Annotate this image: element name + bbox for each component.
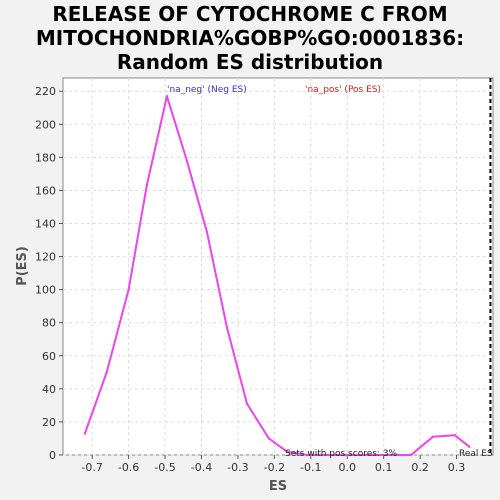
x-tick-label: 0.2 [411, 461, 429, 474]
y-tick-label: 200 [35, 118, 56, 131]
y-tick-label: 100 [35, 284, 56, 297]
x-tick-label: -0.7 [81, 461, 102, 474]
legend-pos: 'na_pos' (Pos ES) [305, 85, 381, 95]
data-point [105, 371, 108, 374]
chart-title-line-3: Random ES distribution [116, 50, 384, 74]
x-tick-label: -0.1 [300, 461, 321, 474]
data-point [382, 453, 385, 457]
x-tick-label: 0.3 [448, 461, 466, 474]
y-tick-label: 180 [35, 151, 56, 164]
x-tick-label: -0.6 [118, 461, 139, 474]
data-point [285, 450, 289, 453]
data-point [305, 453, 309, 457]
data-point [346, 453, 349, 457]
y-tick-label: 120 [35, 251, 56, 264]
x-tick-label: -0.3 [227, 461, 248, 474]
data-point [245, 402, 249, 405]
data-point [165, 94, 169, 98]
x-tick-label: 0.0 [338, 461, 356, 474]
real-es-annotation: Real ES [459, 449, 493, 459]
data-point [409, 453, 413, 457]
chart-title-line-2: MITOCHONDRIA%GOBP%GO:0001836: [35, 26, 465, 50]
data-point [267, 437, 271, 440]
y-tick-label: 160 [35, 184, 56, 197]
x-tick-label: -0.5 [154, 461, 175, 474]
data-point [83, 432, 87, 435]
y-axis-title: P(ES) [15, 246, 30, 286]
y-tick-label: 140 [35, 218, 56, 231]
data-point [185, 159, 189, 162]
y-tick-label: 80 [42, 317, 56, 330]
x-tick-label: -0.4 [191, 461, 212, 474]
axis-ticks: 0 20 40 60 80 100 120 140 160 180 200 220 -0.7 -0.6 -0… [35, 85, 465, 474]
data-point [205, 230, 209, 233]
y-tick-label: 220 [35, 85, 56, 98]
data-point [145, 184, 149, 187]
distribution-line [83, 95, 470, 456]
x-tick-label: 0.1 [375, 461, 393, 474]
plot-background [62, 77, 494, 456]
data-point [225, 326, 229, 329]
pos-scores-annotation: Sets with pos scores: 3% [285, 449, 398, 459]
y-tick-label: 0 [49, 449, 56, 462]
chart-title-line-1: RELEASE OF CYTOCHROME C FROM [52, 2, 448, 26]
gridlines [63, 78, 493, 456]
x-tick-label: -0.2 [264, 461, 285, 474]
chart-title: RELEASE OF CYTOCHROME C FROM MITOCHONDRI… [0, 2, 500, 74]
data-point [453, 433, 456, 437]
series-group [83, 94, 471, 457]
data-point [431, 435, 435, 439]
y-tick-label: 60 [42, 350, 56, 363]
data-point [468, 445, 471, 448]
legend-neg: 'na_neg' (Neg ES) [167, 85, 247, 95]
data-point [127, 288, 130, 291]
x-axis-title: ES [269, 479, 287, 494]
y-tick-label: 20 [42, 416, 56, 429]
y-tick-label: 40 [42, 383, 56, 396]
